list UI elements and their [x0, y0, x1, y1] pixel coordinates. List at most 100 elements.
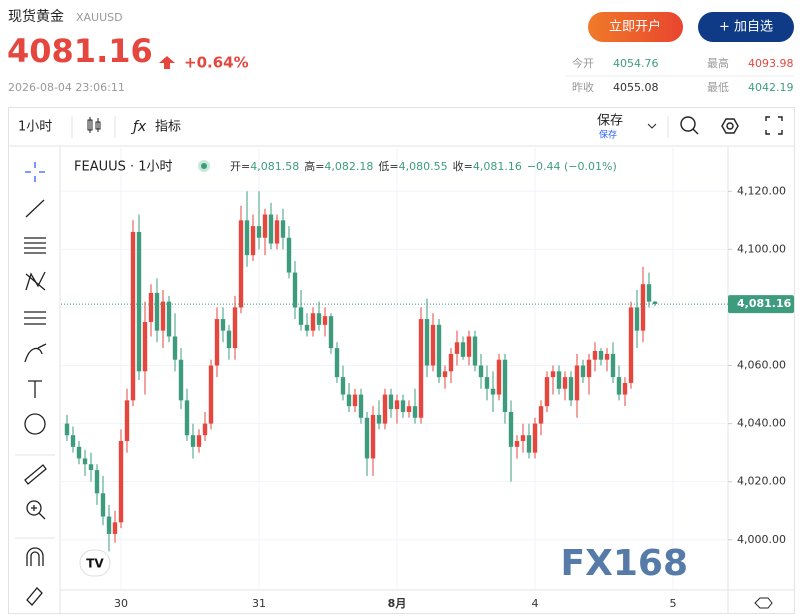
candle-body — [196, 435, 202, 447]
candle-body — [388, 394, 394, 410]
open-account-button[interactable] — [588, 12, 683, 42]
candle-body — [94, 470, 100, 494]
candle-body — [370, 414, 376, 459]
last-price-tag — [728, 295, 794, 314]
emoji-tool[interactable] — [24, 413, 46, 435]
candle-body — [178, 359, 184, 401]
candle-body — [148, 292, 154, 322]
tv-logo: TV — [86, 557, 104, 571]
forecast-tool[interactable] — [24, 311, 46, 325]
legend-value: 4,081.58 — [250, 160, 299, 173]
candle-body — [562, 377, 568, 389]
candle-body — [112, 522, 118, 534]
interval[interactable]: 1小时 — [18, 120, 52, 135]
axis-settings-icon[interactable] — [754, 597, 773, 609]
candle-body — [550, 371, 556, 378]
candle-body — [154, 292, 160, 331]
save[interactable]: 保存 — [597, 114, 623, 129]
last-price-label: 4,081.16 — [737, 297, 792, 310]
candle-body — [124, 400, 130, 442]
line-tool[interactable] — [25, 199, 45, 218]
candle-body — [448, 353, 454, 372]
candle-icon[interactable] — [87, 117, 101, 133]
pattern-tool[interactable] — [25, 271, 46, 291]
brush-tool[interactable] — [24, 343, 47, 363]
add-watch-label[interactable]: + 加自选 — [719, 20, 773, 35]
settings-icon[interactable] — [726, 122, 734, 130]
x-tick-label: 31 — [252, 597, 266, 610]
text-tool[interactable] — [28, 380, 42, 398]
candle-body — [466, 336, 472, 357]
candle-body — [214, 319, 220, 366]
legend-label: 高= — [304, 159, 324, 173]
open-account-label[interactable]: 立即开户 — [609, 19, 661, 35]
x-tick-label: 4 — [532, 597, 539, 610]
status-dot — [201, 163, 207, 169]
candle-body — [598, 350, 604, 360]
candle-body — [268, 214, 274, 244]
candle-body — [106, 516, 112, 534]
y-tick-label: 4,120.00 — [737, 184, 786, 197]
candle-body — [262, 214, 268, 238]
tv-logo — [79, 549, 111, 577]
candle-body — [208, 365, 214, 424]
candle-body — [334, 348, 340, 378]
add-watch-button[interactable] — [698, 12, 794, 42]
fib-tool[interactable] — [24, 237, 46, 254]
candle-body — [292, 272, 298, 308]
candle-body — [364, 417, 370, 459]
candle-body — [202, 423, 208, 436]
candle-body — [478, 365, 484, 378]
code: XAUUSD — [76, 11, 123, 24]
candle-body — [460, 342, 466, 357]
fx-icon[interactable]: ƒx — [130, 119, 147, 135]
settings-icon[interactable] — [721, 118, 739, 134]
save-sub[interactable]: 保存 — [599, 129, 617, 141]
x-tick-label: 5 — [670, 597, 677, 610]
candle-body — [376, 414, 382, 424]
candle-body — [346, 394, 352, 407]
candle-body — [298, 307, 304, 325]
lock-tool[interactable] — [26, 587, 43, 606]
candle-body — [340, 377, 346, 395]
stat-label: 今开 — [572, 56, 594, 70]
candle-body — [604, 353, 610, 360]
candle-body — [442, 371, 448, 378]
candle-body — [646, 284, 652, 302]
fullscreen-icon[interactable] — [765, 116, 783, 135]
candle-body — [652, 301, 658, 305]
candle-body — [508, 411, 514, 447]
zoom-tool[interactable] — [26, 500, 42, 516]
y-tick-label: 4,020.00 — [737, 475, 786, 488]
candle-body — [610, 353, 616, 378]
legend-label: 低= — [378, 160, 398, 173]
change: +0.64% — [184, 54, 249, 72]
candle-body — [490, 388, 496, 395]
magnet-tool[interactable] — [26, 547, 44, 566]
candle-body — [454, 342, 460, 354]
candle-body — [172, 336, 178, 360]
x-tick-label: 30 — [114, 597, 128, 610]
candle-body — [418, 319, 424, 418]
crosshair-tool[interactable] — [25, 162, 45, 182]
candle-body — [394, 400, 400, 410]
ruler-tool[interactable] — [24, 464, 47, 485]
legend-value: 4,082.18 — [324, 160, 373, 173]
candle-body — [514, 441, 520, 447]
zoom-tool[interactable] — [31, 505, 46, 520]
chevron[interactable] — [647, 123, 657, 129]
indicators[interactable]: 指标 — [155, 120, 181, 135]
alert-icon[interactable] — [692, 128, 699, 135]
candle-body — [88, 464, 94, 471]
candle-body — [352, 394, 358, 407]
stat-label: 最高 — [707, 56, 729, 70]
candle-body — [532, 423, 538, 453]
candle-body — [244, 220, 250, 256]
candle-body — [100, 493, 106, 517]
candle-body — [136, 231, 142, 372]
candle-body — [472, 336, 478, 366]
datetime: 2026-08-04 23:06:11 — [8, 81, 125, 94]
alert-icon[interactable] — [680, 116, 696, 132]
legend-label: 收= — [453, 159, 473, 173]
candle-body — [556, 371, 562, 389]
